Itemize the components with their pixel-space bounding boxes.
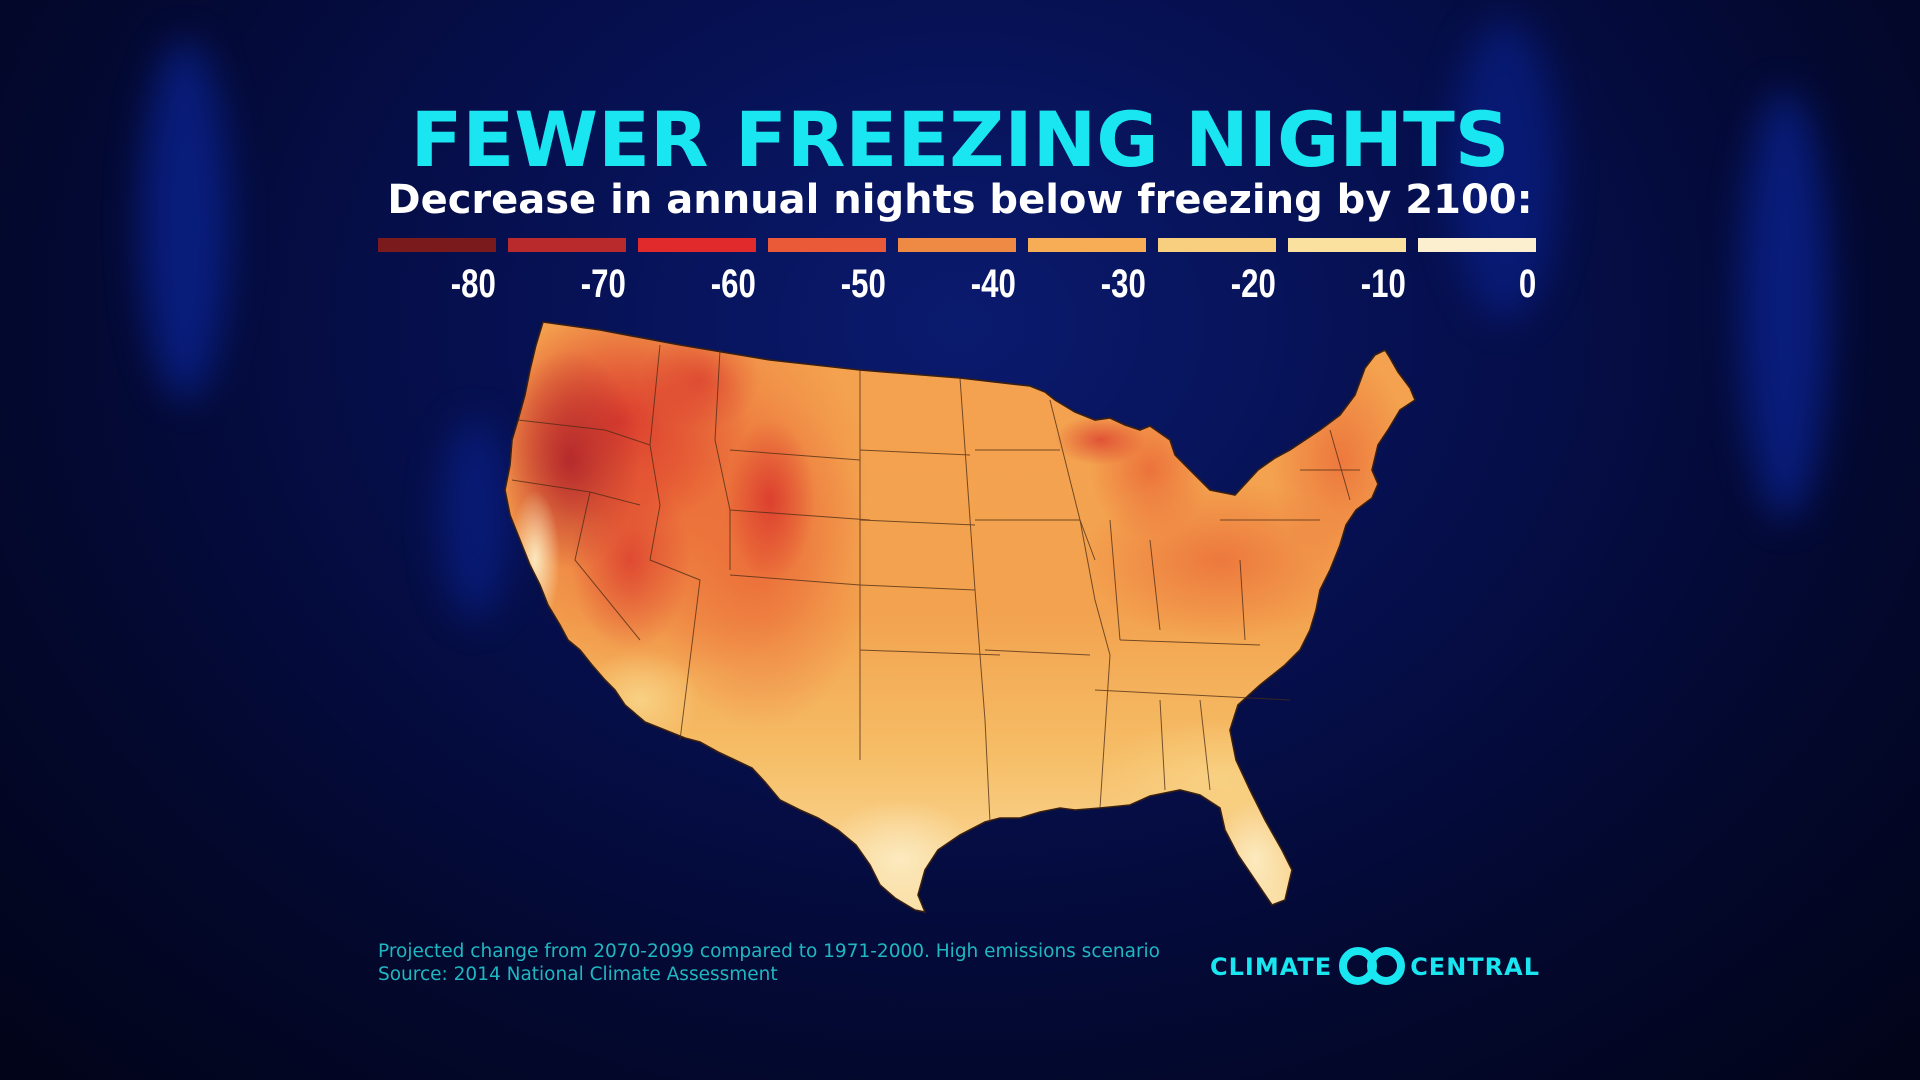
footer-note-text: Projected change from 2070-2099 compared… bbox=[378, 941, 1161, 962]
legend-label: -10 bbox=[1360, 262, 1406, 306]
legend-swatch bbox=[1418, 238, 1536, 252]
background-glow bbox=[440, 420, 510, 620]
logo-rings-icon bbox=[1339, 947, 1405, 985]
legend-label: 0 bbox=[1518, 262, 1536, 306]
legend-label: -70 bbox=[580, 262, 626, 306]
map-fill bbox=[505, 322, 1415, 912]
legend-swatch bbox=[1158, 238, 1276, 252]
legend-label: -60 bbox=[710, 262, 756, 306]
legend-label: -40 bbox=[970, 262, 1016, 306]
page-title: FEWER FREEZING NIGHTS bbox=[410, 95, 1510, 184]
legend-item: -20 bbox=[1158, 238, 1276, 306]
legend-swatch bbox=[1028, 238, 1146, 252]
footer-note: Projected change from 2070-2099 compared… bbox=[378, 940, 1160, 986]
legend-label: -80 bbox=[450, 262, 496, 306]
legend-item: -50 bbox=[768, 238, 886, 306]
footer-source-text: Source: 2014 National Climate Assessment bbox=[378, 964, 778, 985]
logo-left-text: CLIMATE bbox=[1210, 953, 1333, 981]
legend-item: -80 bbox=[378, 238, 496, 306]
legend-swatch bbox=[898, 238, 1016, 252]
color-legend: -80 -70 -60 -50 -40 -30 -20 -10 0 bbox=[378, 238, 1538, 318]
legend-label: -20 bbox=[1230, 262, 1276, 306]
legend-swatch bbox=[638, 238, 756, 252]
logo-right-text: CENTRAL bbox=[1410, 953, 1540, 981]
legend-swatch bbox=[508, 238, 626, 252]
legend-item: -30 bbox=[1028, 238, 1146, 306]
legend-label: -30 bbox=[1100, 262, 1146, 306]
legend-label: -50 bbox=[840, 262, 886, 306]
legend-item: -10 bbox=[1288, 238, 1406, 306]
background-glow bbox=[1450, 20, 1560, 320]
legend-swatch bbox=[1288, 238, 1406, 252]
legend-item: -60 bbox=[638, 238, 756, 306]
state-borders bbox=[511, 344, 1360, 823]
legend-item: -70 bbox=[508, 238, 626, 306]
legend-swatch bbox=[378, 238, 496, 252]
legend-item: -40 bbox=[898, 238, 1016, 306]
page-subtitle: Decrease in annual nights below freezing… bbox=[387, 177, 1533, 223]
background-glow bbox=[140, 40, 230, 400]
legend-swatch bbox=[768, 238, 886, 252]
climate-central-logo: CLIMATE CENTRAL bbox=[1210, 944, 1540, 988]
background-glow bbox=[1740, 90, 1830, 520]
legend-item: 0 bbox=[1418, 238, 1536, 306]
